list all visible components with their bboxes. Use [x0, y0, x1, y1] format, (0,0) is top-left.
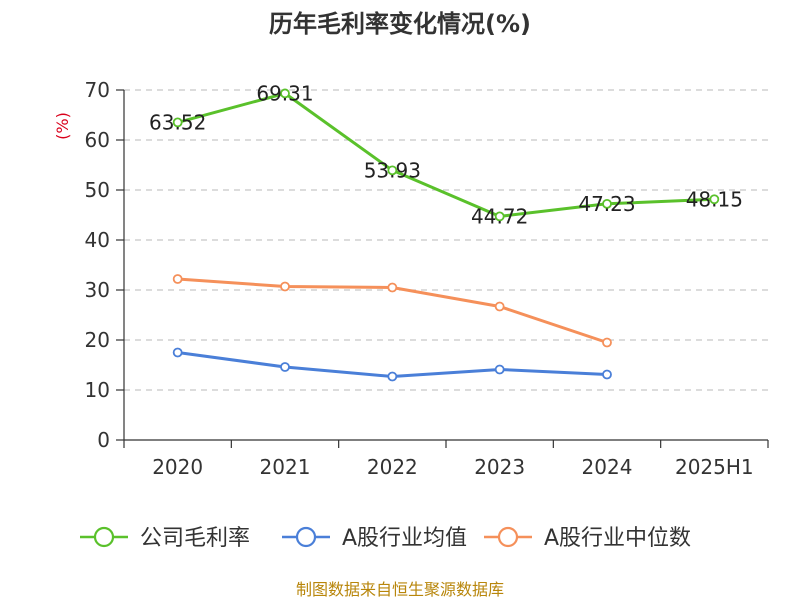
data-point [602, 198, 612, 209]
y-tick-label: 40 [85, 228, 110, 252]
x-tick-label: 2020 [152, 455, 203, 479]
legend-marker [497, 526, 519, 548]
y-tick-label: 70 [85, 78, 110, 102]
data-point [280, 88, 290, 99]
data-point [494, 301, 505, 312]
y-axis-unit: (%) [53, 112, 72, 140]
y-tick-label: 10 [85, 378, 110, 402]
series-layer [172, 88, 720, 382]
chart-title: 历年毛利率变化情况(%) [269, 10, 531, 38]
legend-marker [295, 526, 317, 548]
data-label: 63.52 [149, 110, 206, 134]
data-point [172, 274, 183, 284]
legend-marker [93, 526, 115, 548]
data-point [494, 211, 505, 222]
y-tick-label: 50 [85, 178, 110, 202]
data-point [387, 165, 398, 176]
data-labels: 63.52 69.31 53.93 44.72 47.23 48.15 [149, 81, 743, 228]
y-tick-label: 60 [85, 128, 110, 152]
x-tick-label: 2021 [260, 455, 311, 479]
x-tick-label: 2024 [582, 455, 633, 479]
data-label: 44.72 [471, 204, 528, 228]
grid [124, 89, 768, 391]
data-point [709, 194, 720, 205]
source-note: 制图数据来自恒生聚源数据库 [296, 580, 504, 599]
data-point [280, 281, 290, 292]
x-tick-label: 2025H1 [675, 455, 754, 479]
y-tick-label: 30 [85, 278, 110, 302]
x-tick-label: 2022 [367, 455, 418, 479]
axes: 0 10 20 30 40 50 60 70 2020 2021 2022 2023 2024 2025H… [85, 78, 769, 479]
data-point [172, 347, 183, 358]
data-point [602, 337, 612, 348]
y-tick-label: 20 [85, 328, 110, 352]
legend-label: A股行业中位数 [544, 526, 691, 551]
x-tick-label: 2023 [474, 455, 525, 479]
legend: 公司毛利率 A股行业均值 A股行业中位数 [80, 526, 691, 551]
data-label: 53.93 [364, 158, 421, 182]
data-point [387, 282, 398, 293]
data-point [387, 371, 398, 382]
legend-label: A股行业均值 [342, 526, 467, 551]
series-line-0 [177, 91, 715, 218]
data-label: 48.15 [686, 187, 743, 211]
data-point [602, 369, 612, 380]
data-point [280, 362, 290, 372]
data-label: 69.31 [256, 81, 313, 105]
data-point [172, 117, 183, 128]
data-point [494, 364, 505, 375]
data-label: 47.23 [578, 192, 635, 216]
y-tick-label: 0 [97, 428, 110, 452]
legend-label: 公司毛利率 [140, 526, 250, 551]
